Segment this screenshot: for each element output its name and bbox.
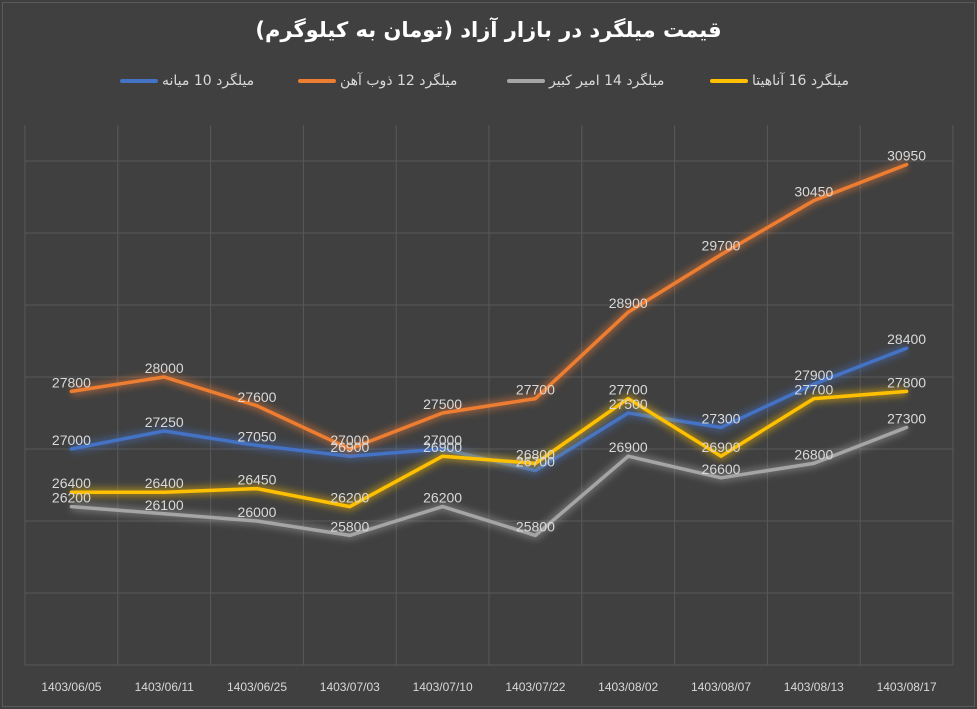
- data-label: 27000: [330, 432, 369, 448]
- data-label: 27700: [609, 382, 648, 398]
- chart-legend: میلگرد 10 میانه میلگرد 12 ذوب آهن میلگرد 1…: [0, 70, 977, 94]
- legend-item: میلگرد 16 آناهیتا: [710, 70, 849, 92]
- legend-swatch: [507, 79, 545, 83]
- x-tick-label: 1403/07/03: [320, 680, 380, 694]
- data-label: 26900: [609, 439, 648, 455]
- x-tick-label: 1403/08/17: [877, 680, 937, 694]
- x-tick-label: 1403/07/22: [505, 680, 565, 694]
- legend-swatch: [298, 79, 336, 83]
- data-label: 27800: [52, 374, 91, 390]
- data-label: 27900: [794, 367, 833, 383]
- data-label: 26400: [52, 475, 91, 491]
- x-tick-label: 1403/08/13: [784, 680, 844, 694]
- data-label: 26600: [702, 461, 741, 477]
- data-label: 27300: [702, 410, 741, 426]
- data-label: 27500: [423, 396, 462, 412]
- data-label: 27250: [145, 414, 184, 430]
- data-label: 26900: [330, 439, 369, 455]
- data-label: 27700: [516, 382, 555, 398]
- data-label: 26000: [238, 504, 277, 520]
- data-label: 26450: [238, 472, 277, 488]
- data-label: 26700: [516, 454, 555, 470]
- data-label: 30950: [887, 148, 926, 164]
- data-label: 30450: [794, 184, 833, 200]
- series-line-4: [69, 389, 909, 509]
- legend-label: میلگرد 10 میانه: [162, 73, 255, 89]
- data-label: 25800: [516, 518, 555, 534]
- data-label: 27000: [423, 432, 462, 448]
- data-label: 26200: [52, 490, 91, 506]
- chart-title: قیمت میلگرد در بازار آزاد (تومان به کیلو…: [255, 18, 722, 42]
- data-label: 26800: [794, 446, 833, 462]
- data-label: 27800: [887, 374, 926, 390]
- data-label: 26900: [702, 439, 741, 455]
- legend-label: میلگرد 16 آناهیتا: [752, 73, 849, 89]
- data-label: 28900: [609, 295, 648, 311]
- data-label: 27300: [887, 410, 926, 426]
- legend-item: میلگرد 10 میانه: [120, 70, 254, 92]
- legend-swatch: [120, 79, 158, 83]
- series-line-3: [69, 425, 909, 538]
- data-label: 26900: [423, 439, 462, 455]
- data-label: 27000: [52, 432, 91, 448]
- data-label: 25800: [330, 518, 369, 534]
- legend-swatch: [710, 79, 748, 83]
- data-label: 27050: [238, 428, 277, 444]
- data-label: 27700: [794, 382, 833, 398]
- legend-item: میلگرد 14 امیر کبیر: [507, 70, 664, 92]
- x-tick-label: 1403/08/07: [691, 680, 751, 694]
- x-tick-label: 1403/07/10: [413, 680, 473, 694]
- legend-label: میلگرد 12 ذوب آهن: [340, 73, 458, 89]
- data-label: 26400: [145, 475, 184, 491]
- x-tick-label: 1403/06/05: [41, 680, 101, 694]
- data-label: 27500: [609, 396, 648, 412]
- data-label: 26800: [516, 446, 555, 462]
- data-label: 26200: [330, 490, 369, 506]
- legend-item: میلگرد 12 ذوب آهن: [298, 70, 457, 92]
- series-line-2: [69, 162, 909, 451]
- data-label: 28400: [887, 331, 926, 347]
- data-label: 29700: [702, 238, 741, 254]
- data-label: 27600: [238, 389, 277, 405]
- data-label: 26100: [145, 497, 184, 513]
- data-label: 28000: [145, 360, 184, 376]
- legend-label: میلگرد 14 امیر کبیر: [549, 73, 665, 89]
- x-tick-label: 1403/06/25: [227, 680, 287, 694]
- data-label: 26200: [423, 490, 462, 506]
- x-tick-label: 1403/08/02: [598, 680, 658, 694]
- x-tick-label: 1403/06/11: [135, 680, 194, 694]
